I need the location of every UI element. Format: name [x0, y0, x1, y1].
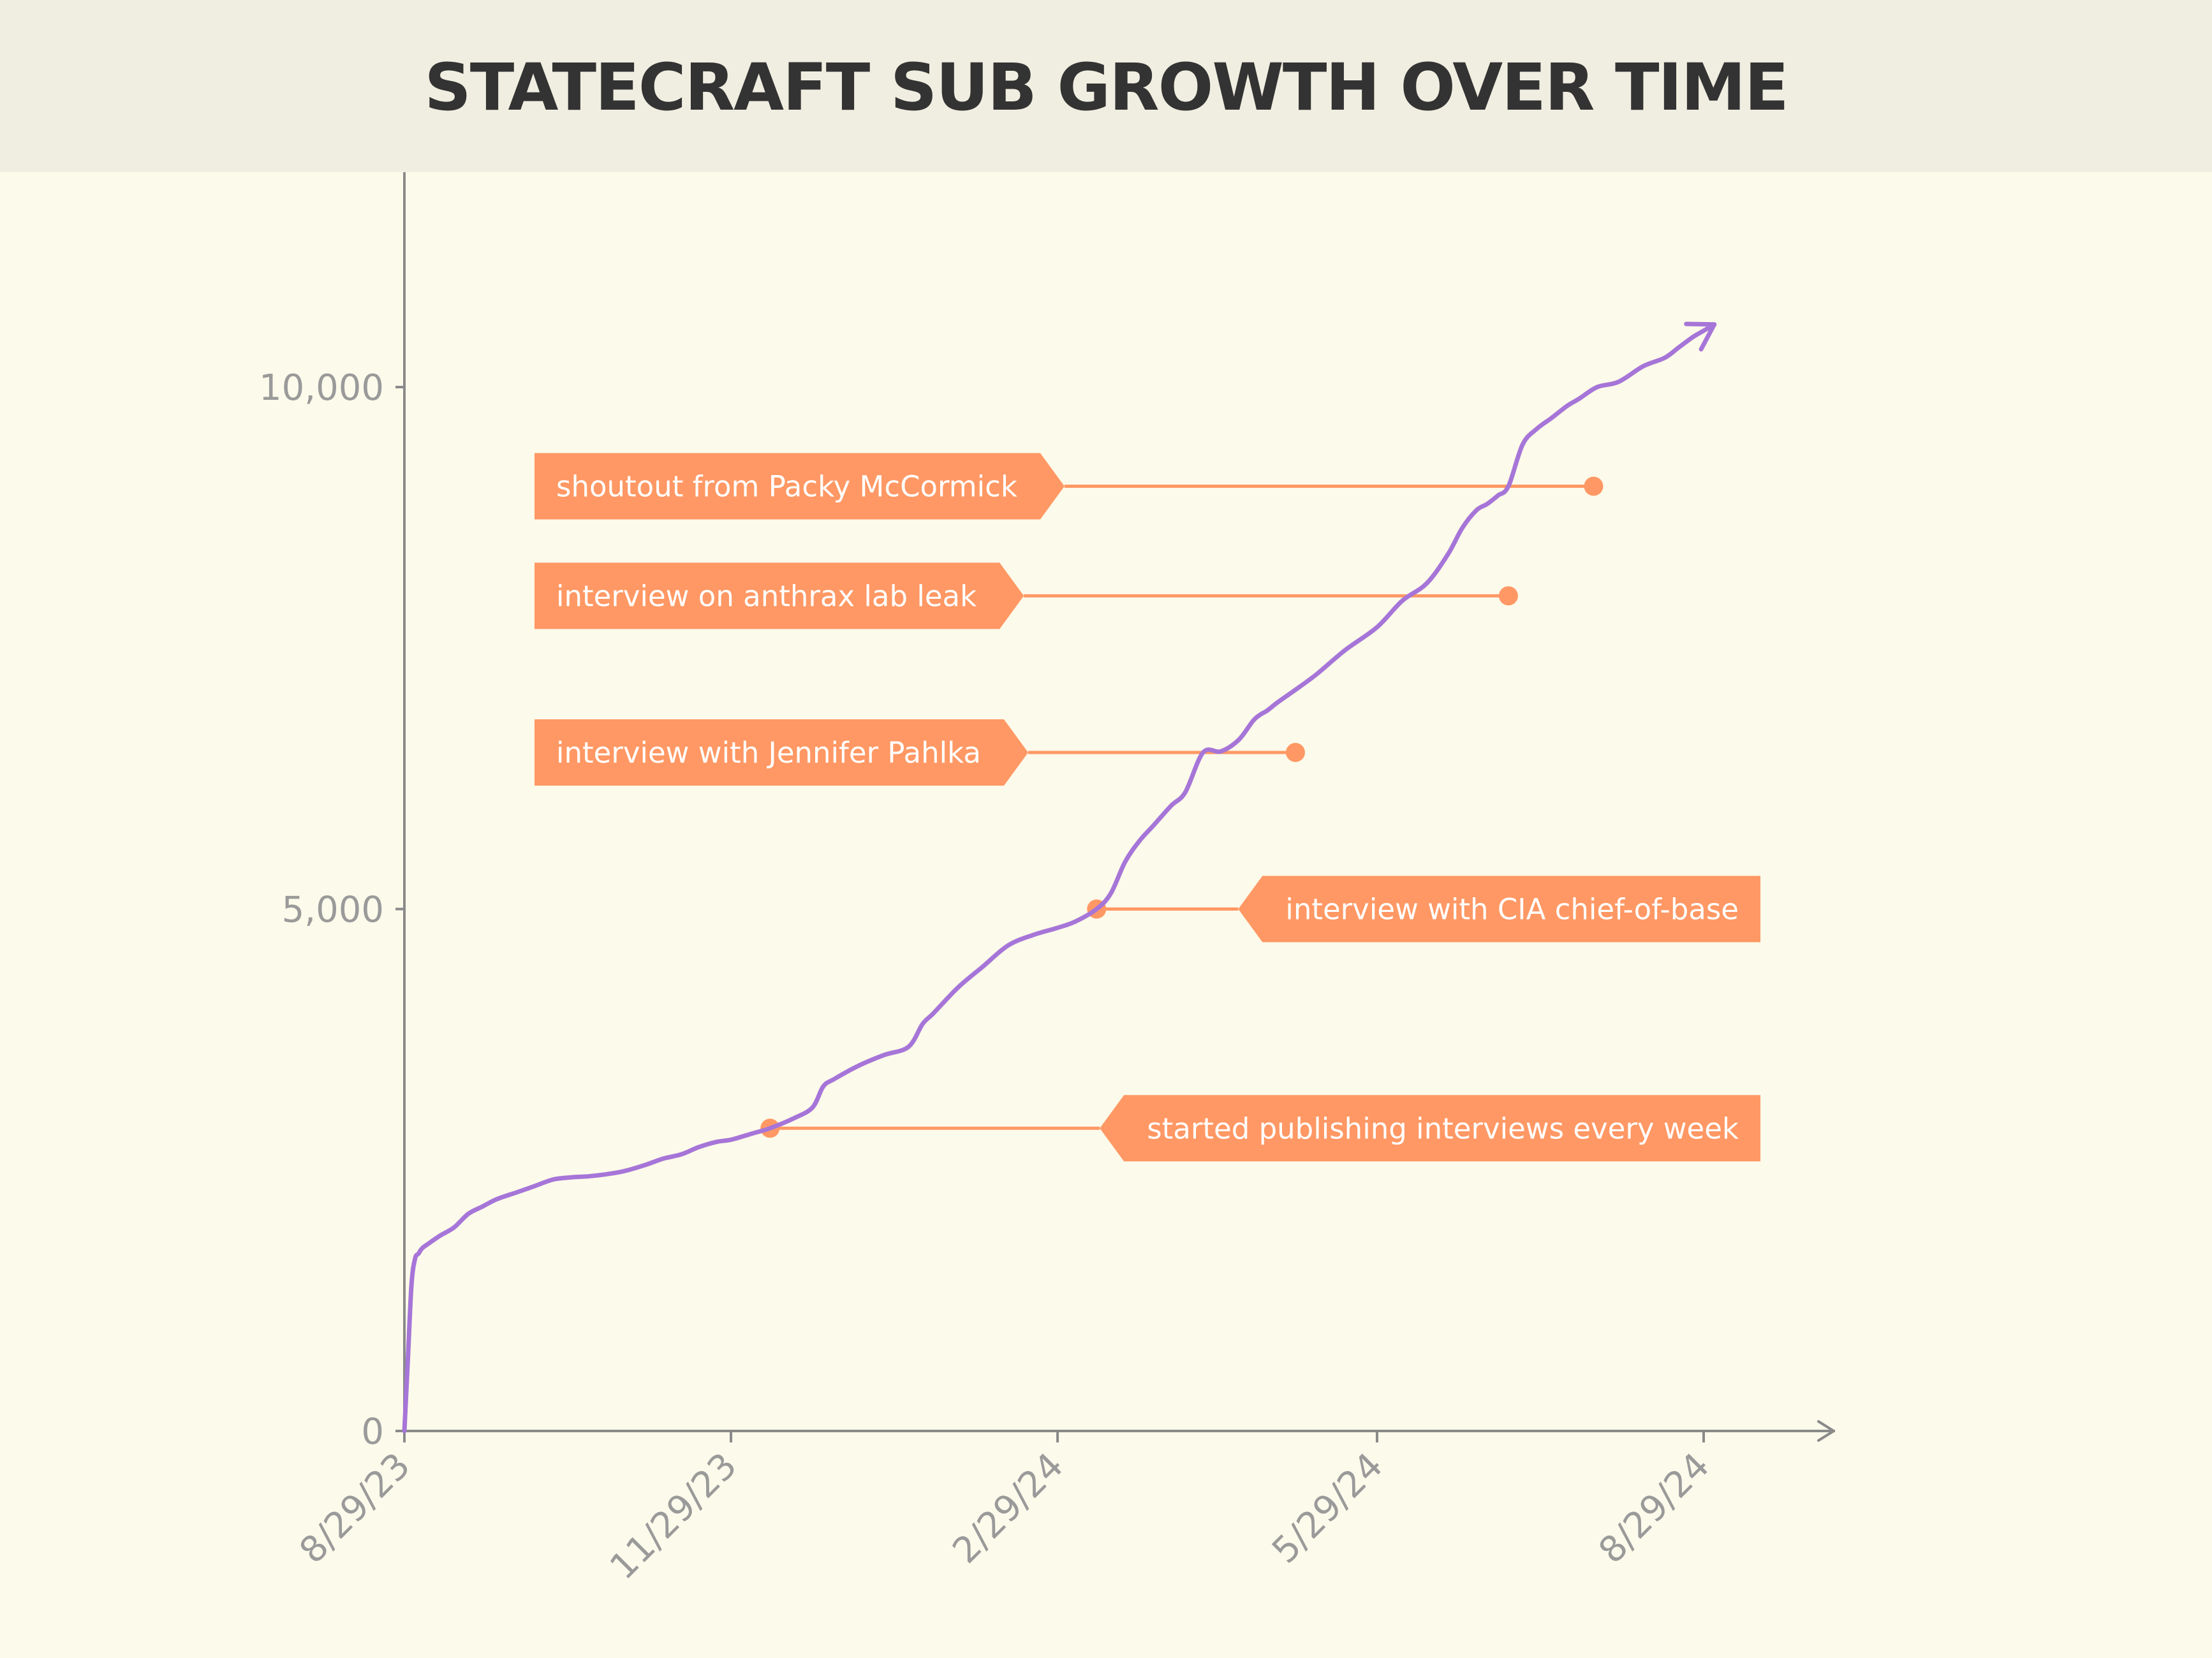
y-tick-label: 5,000 — [282, 890, 384, 931]
series — [402, 321, 1717, 1434]
annotation: interview with Jennifer Pahlka — [535, 719, 1305, 786]
series-arrowhead — [1684, 321, 1717, 352]
annotation-box — [535, 562, 1024, 629]
y-tick-label: 0 — [361, 1411, 384, 1453]
annotation-box — [1100, 1095, 1760, 1162]
annotation-label: interview on anthrax lab leak — [556, 579, 977, 613]
annotation: shoutout from Packy McCormick — [535, 453, 1604, 520]
series-line — [402, 322, 1717, 1434]
annotation-label: interview with Jennifer Pahlka — [556, 736, 981, 770]
x-tick-label: 8/29/23 — [291, 1445, 418, 1572]
x-tick-label: 11/29/23 — [602, 1445, 745, 1588]
annotation-box — [535, 453, 1065, 520]
chart-title: STATECRAFT SUB GROWTH OVER TIME — [424, 49, 1788, 126]
title-band: STATECRAFT SUB GROWTH OVER TIME — [0, 0, 2212, 172]
annotations: started publishing interviews every week… — [535, 453, 1760, 1162]
annotation-marker — [1498, 586, 1518, 606]
annotation-label: interview with CIA chief-of-base — [1285, 893, 1739, 927]
annotation-label: started publishing interviews every week — [1147, 1111, 1739, 1145]
x-tick-label: 5/29/24 — [1264, 1445, 1391, 1572]
annotation-box — [1238, 876, 1760, 943]
annotation: interview with CIA chief-of-base — [1087, 876, 1760, 943]
chart-plot: 0 5,000 10,000 8/29/23 11/29/23 2/29/24 5/29/2… — [259, 172, 1835, 1588]
axes — [403, 172, 1835, 1442]
annotation: started publishing interviews every week — [760, 1095, 1760, 1162]
annotation: interview on anthrax lab leak — [535, 562, 1518, 629]
annotation-label: shoutout from Packy McCormick — [556, 470, 1017, 504]
annotation-marker — [1584, 476, 1604, 496]
annotation-marker — [1285, 742, 1305, 762]
x-tick-label: 8/29/24 — [1591, 1445, 1718, 1572]
annotation-box — [535, 719, 1028, 786]
x-tick-label: 2/29/24 — [945, 1445, 1072, 1572]
x-axis-arrow — [1817, 1420, 1835, 1442]
tick-labels: 0 5,000 10,000 8/29/23 11/29/23 2/29/24 5/29/2… — [259, 367, 1718, 1588]
y-tick-label: 10,000 — [259, 367, 384, 409]
